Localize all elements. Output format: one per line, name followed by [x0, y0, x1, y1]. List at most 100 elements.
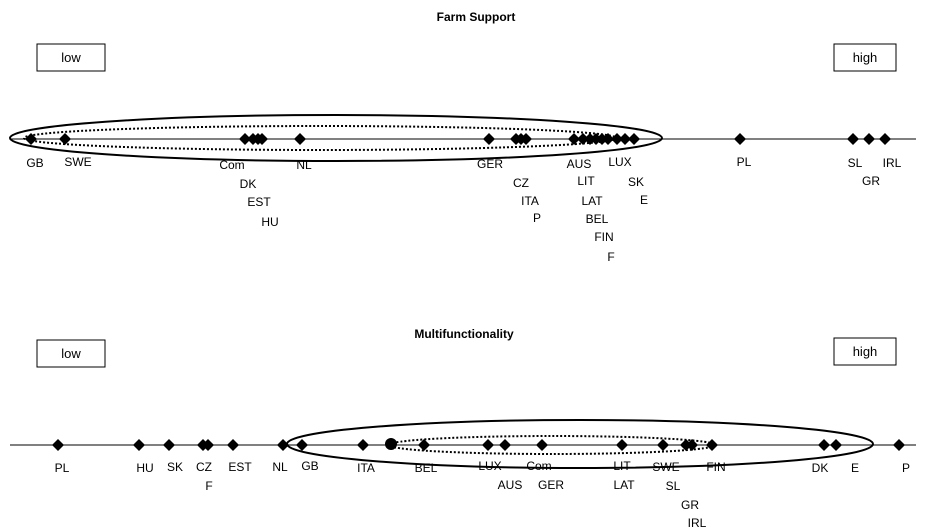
label-e: E: [851, 461, 859, 475]
label-ger: GER: [477, 157, 503, 171]
farm-support-panel: Farm Support low high: [9, 10, 916, 264]
label-f: F: [205, 479, 212, 493]
marker-e: [628, 133, 640, 145]
marker-sk: [619, 133, 631, 145]
marker-irl: [879, 133, 891, 145]
marker-fin: [706, 439, 718, 451]
marker-pl: [52, 439, 64, 451]
marker-ger: [483, 133, 495, 145]
label-ger: GER: [538, 478, 564, 492]
label-cz: CZ: [196, 460, 212, 474]
label-nl: NL: [272, 460, 288, 474]
label-ita: ITA: [357, 461, 375, 475]
label-lit: LIT: [577, 174, 595, 188]
marker-gr: [686, 439, 698, 451]
label-com: Com: [219, 158, 244, 172]
label-irl: IRL: [883, 156, 902, 170]
marker-lux: [482, 439, 494, 451]
label-gr: GR: [681, 498, 699, 512]
farm-support-high-label: high: [853, 50, 878, 65]
label-fin: FIN: [594, 230, 613, 244]
label-pl: PL: [737, 155, 752, 169]
marker-pl: [734, 133, 746, 145]
label-nl: NL: [296, 158, 312, 172]
label-lit: LIT: [613, 459, 631, 473]
label-aus: AUS: [498, 478, 523, 492]
marker-nl: [277, 439, 289, 451]
farm-support-low-label: low: [61, 50, 81, 65]
multifunctionality-low-label: low: [61, 346, 81, 361]
marker-p: [520, 133, 532, 145]
label-gb: GB: [26, 156, 43, 170]
marker-swe: [657, 439, 669, 451]
marker-gb: [25, 133, 37, 145]
label-p: P: [902, 461, 910, 475]
label-swe: SWE: [652, 460, 679, 474]
label-fin: FIN: [706, 460, 725, 474]
label-sk: SK: [167, 460, 183, 474]
label-dk: DK: [812, 461, 829, 475]
label-com: Com: [526, 459, 551, 473]
label-bel: BEL: [586, 212, 609, 226]
multifunctionality-low-box: [36, 339, 106, 368]
marker-gr: [863, 133, 875, 145]
multifunctionality-high-label: high: [853, 344, 878, 359]
marker-bel: [418, 439, 430, 451]
marker-f: [202, 439, 214, 451]
label-cz: CZ: [513, 176, 529, 190]
farm-support-solid-ellipse: [9, 114, 663, 162]
label-dk: DK: [240, 177, 257, 191]
marker-lit: [577, 133, 589, 145]
label-p: P: [533, 211, 541, 225]
farm-support-high-box: [833, 43, 897, 72]
label-lat: LAT: [581, 194, 603, 208]
label-hu: HU: [261, 215, 278, 229]
marker-sk: [163, 439, 175, 451]
marker-hu: [256, 133, 268, 145]
marker-sl: [847, 133, 859, 145]
marker-ita-circle: [385, 438, 397, 450]
marker-est: [227, 439, 239, 451]
label-lat: LAT: [613, 478, 635, 492]
marker-dk: [818, 439, 830, 451]
label-pl: PL: [55, 461, 70, 475]
multifunctionality-solid-ellipse: [286, 419, 874, 469]
multifunctionality-panel: Multifunctionality low high: [10, 327, 916, 530]
farm-support-title: Farm Support: [437, 10, 516, 24]
label-sl: SL: [848, 156, 863, 170]
label-bel: BEL: [415, 461, 438, 475]
marker-com: [239, 133, 251, 145]
farm-support-markers: [25, 133, 891, 145]
label-swe: SWE: [64, 155, 91, 169]
label-lux: LUX: [478, 459, 501, 473]
marker-lit: [616, 439, 628, 451]
marker-p: [893, 439, 905, 451]
label-est: EST: [228, 460, 252, 474]
marker-aus: [499, 439, 511, 451]
marker-hu: [133, 439, 145, 451]
marker-com: [536, 439, 548, 451]
multifunctionality-high-box: [833, 337, 897, 366]
marker-ita: [357, 439, 369, 451]
label-gb: GB: [301, 459, 318, 473]
label-e: E: [640, 193, 648, 207]
label-f: F: [607, 250, 614, 264]
marker-gb: [296, 439, 308, 451]
label-hu: HU: [136, 461, 153, 475]
label-sl: SL: [666, 479, 681, 493]
label-aus: AUS: [567, 157, 592, 171]
label-est: EST: [247, 195, 271, 209]
label-irl: IRL: [688, 516, 707, 530]
marker-f: [602, 133, 614, 145]
label-gr: GR: [862, 174, 880, 188]
multifunctionality-markers: [52, 438, 905, 451]
marker-nl: [294, 133, 306, 145]
farm-support-low-box: [36, 43, 106, 72]
label-lux: LUX: [608, 155, 631, 169]
marker-aus: [568, 133, 580, 145]
marker-lux: [611, 133, 623, 145]
marker-e: [830, 439, 842, 451]
label-sk: SK: [628, 175, 644, 189]
label-ita: ITA: [521, 194, 539, 208]
